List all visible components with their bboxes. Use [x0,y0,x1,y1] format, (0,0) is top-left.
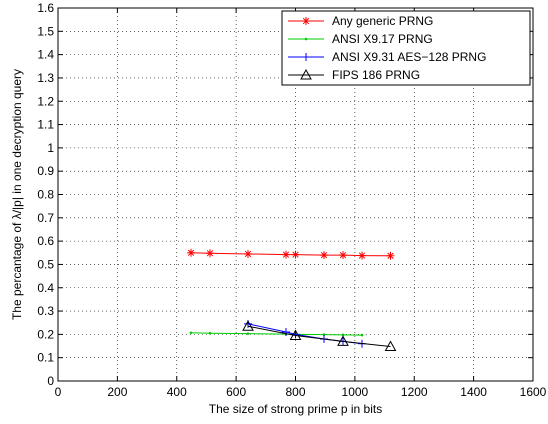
data-point [208,331,212,335]
marker-stroke [302,17,310,25]
series-layer [187,248,397,351]
legend-marker [302,53,310,61]
legend-label: ANSI X9.17 PRNG [332,32,433,46]
data-point [289,329,302,341]
marker-stroke [387,252,394,259]
marker-stroke [282,251,290,258]
data-point [322,333,326,336]
data-point [282,250,290,259]
marker-dot [208,331,212,335]
data-point [187,248,195,257]
marker-triangle [289,329,302,341]
axis-ticks: 0 200 400 600 800 1000 1200 1400 1600 0 0.1 0.2 0.3 0… [37,1,546,399]
marker-stroke [358,252,366,259]
data-point [242,320,254,331]
data-point [189,331,193,335]
marker-stroke [187,249,195,256]
data-point [386,251,395,260]
legend-label: FIPS 186 PRNG [332,68,420,82]
legend-label: Any generic PRNG [332,14,433,28]
data-point [358,251,366,260]
x-tick-label: 1200 [401,385,428,399]
legend: Any generic PRNG ANSI X9.17 PRNG ANSI X9.3… [281,10,531,86]
data-point [282,328,290,337]
data-point [384,340,397,351]
marker-dot [189,331,193,335]
marker-stroke [244,250,252,258]
data-point [341,333,345,337]
x-axis-label: The size of strong prime p in bits [209,402,382,416]
y-tick-label: 0.2 [37,327,54,341]
data-point [206,249,214,258]
data-point [291,250,300,259]
y-tick-label: 0.6 [37,234,54,248]
y-tick-label: 1.2 [37,94,54,108]
marker-stroke [292,251,299,258]
data-point [244,249,252,258]
legend-item: Any generic PRNG [288,14,433,28]
x-tick-label: 1000 [342,385,369,399]
legend-item: FIPS 186 PRNG [288,68,420,82]
series-1 [187,248,395,260]
data-point [360,333,364,337]
legend-item: ANSI X9.31 AES−128 PRNG [288,50,486,64]
data-point [337,335,349,346]
legend-marker [302,17,310,25]
data-point [320,251,328,260]
marker-dot [341,333,345,337]
x-tick-label: 0 [55,385,62,399]
y-tick-label: 1.3 [37,71,54,85]
y-tick-label: 1.1 [37,118,54,132]
series-4 [242,320,397,351]
legend-item: ANSI X9.17 PRNG [288,32,433,46]
marker-stroke [206,250,214,257]
marker-triangle [242,320,254,331]
marker-triangle [300,68,312,80]
data-point [246,332,250,335]
legend-marker [304,37,308,41]
legend-label: ANSI X9.31 AES−128 PRNG [332,50,486,64]
x-tick-label: 200 [107,385,127,399]
y-tick-label: 0.4 [37,281,54,295]
marker-dot [322,333,326,336]
x-tick-label: 800 [285,385,305,399]
y-tick-label: 0.9 [37,164,54,178]
data-point [339,251,347,260]
legend-marker [300,68,312,80]
y-tick-label: 0.7 [37,211,54,225]
y-tick-label: 0 [47,374,54,388]
y-tick-label: 0.1 [37,351,54,365]
y-tick-label: 1.5 [37,24,54,38]
marker-dot [246,332,250,335]
y-tick-label: 1.4 [37,48,54,62]
marker-stroke [320,251,328,259]
marker-dot [360,333,364,337]
y-tick-label: 0.5 [37,257,54,271]
y-tick-label: 1.6 [37,1,54,15]
y-tick-label: 1 [47,141,54,155]
series-line [247,325,391,347]
marker-triangle [337,335,349,346]
x-tick-label: 600 [226,385,246,399]
x-tick-label: 1400 [460,385,487,399]
x-tick-label: 400 [167,385,187,399]
y-tick-label: 0.3 [37,304,54,318]
x-tick-label: 1600 [520,385,547,399]
marker-dot [304,37,308,41]
marker-stroke [339,251,347,259]
marker-triangle [384,340,397,351]
legend-box [281,10,531,86]
y-tick-label: 0.8 [37,188,54,202]
y-axis-label: The percantage of λ/|p| in one decryptio… [10,69,24,320]
